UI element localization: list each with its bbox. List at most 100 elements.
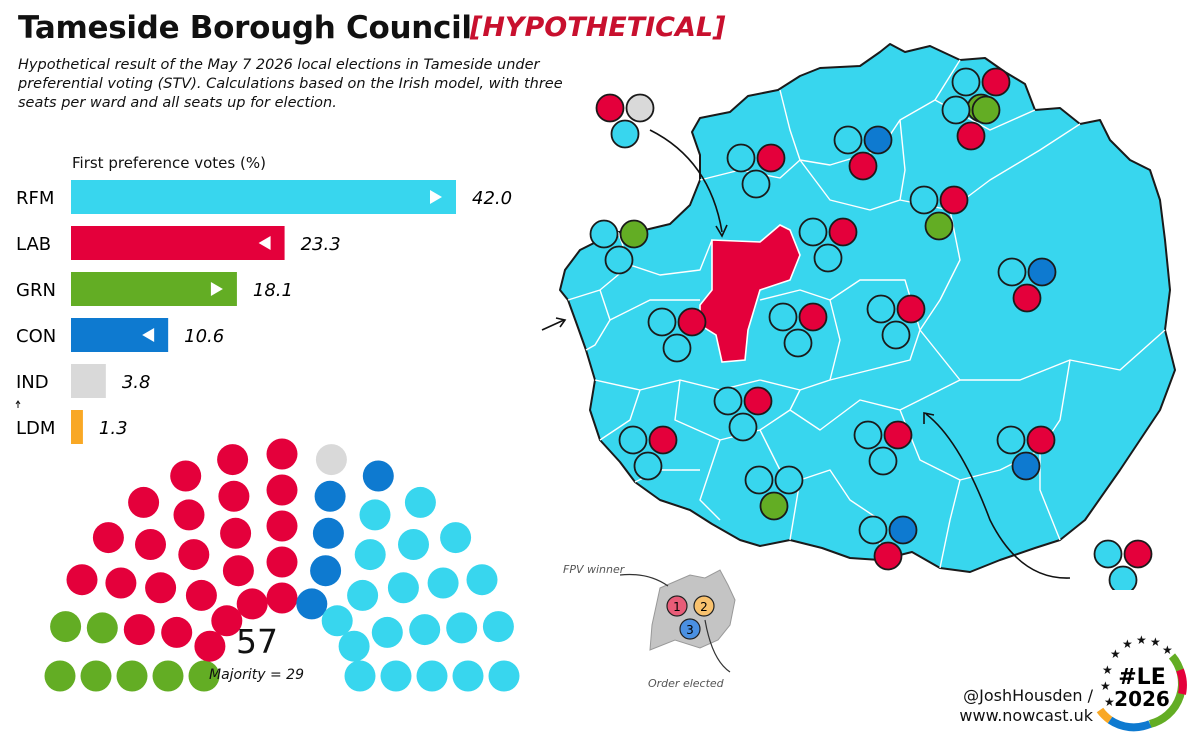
seat-lab (123, 614, 155, 646)
legend-num-2: 2 (700, 600, 708, 614)
badge-ring-green (1148, 653, 1186, 728)
bar-category-label: RFM (16, 188, 54, 209)
seat-rfm (440, 522, 472, 554)
ward-seat-rfm (633, 451, 663, 481)
ward-border (899, 359, 1071, 481)
svg-text:★: ★ (1162, 643, 1173, 657)
credit-site: www.nowcast.uk (959, 706, 1093, 725)
ward-seat-lab (798, 302, 828, 332)
ward-seat-ind (625, 93, 655, 123)
fpv-chart-title: First preference votes (%) (72, 154, 266, 172)
bar-value-label: 42.0 (472, 188, 512, 209)
ward-seat-rfm (783, 328, 813, 358)
ward-seat-con (863, 125, 893, 155)
ward-seat-lab (873, 541, 903, 571)
seat-lab (194, 630, 226, 662)
seat-lab (266, 438, 298, 470)
ward-seat-lab (648, 425, 678, 455)
seats-total: 57 (236, 622, 278, 661)
legend-num-3: 3 (686, 623, 694, 637)
svg-text:★: ★ (1102, 663, 1113, 677)
seat-lab (128, 486, 160, 518)
svg-text:★: ★ (1136, 634, 1147, 647)
bar-value-label: 1.3 (99, 418, 128, 439)
seat-lab (105, 567, 137, 599)
seat-rfm (466, 564, 498, 596)
ward-seat-rfm (728, 412, 758, 442)
credit-handle: @JoshHousden / (963, 686, 1093, 705)
seat-lab (161, 616, 193, 648)
bar-category-label: GRN (16, 280, 56, 301)
callout-arrow-right (925, 413, 1071, 579)
seat-lab (185, 579, 217, 611)
seat-rfm (338, 630, 370, 662)
fpv-bar-chart: RFM 42.0 LAB 23.3 GRN 18.1 CON 10.6 IND 3.8 LDM 1.3 (15, 180, 512, 444)
ward-border (919, 329, 1166, 381)
bar-change-arrow (210, 282, 223, 296)
bar-grn (71, 272, 237, 306)
ward-seat-rfm (726, 143, 756, 173)
ward-border (939, 479, 961, 569)
seat-rfm (482, 611, 514, 643)
seat-lab (145, 572, 177, 604)
seat-rfm (380, 660, 412, 692)
ward-border (699, 439, 721, 521)
bar-value-label: 10.6 (184, 326, 224, 347)
seat-con (314, 480, 346, 512)
ward-seat-grn (924, 211, 954, 241)
legend-seat-1 (666, 595, 688, 617)
ward-seat-rfm (833, 125, 863, 155)
callout-arrow-left (541, 319, 565, 331)
seat-con (310, 555, 342, 587)
seat-rfm (404, 486, 436, 518)
seat-rfm (387, 572, 419, 604)
ward-seat-lab (677, 307, 707, 337)
ward-seat-rfm (881, 320, 911, 350)
ward-seat-lab (1012, 283, 1042, 313)
ward-seat-rfm (741, 169, 771, 199)
seat-rfm (446, 612, 478, 644)
bar-value-label: 3.8 (122, 372, 151, 393)
bar-category-label: IND (16, 372, 49, 393)
svg-text:★: ★ (1110, 647, 1121, 661)
badge-ring-blue (1107, 716, 1152, 732)
seat-ind (315, 444, 347, 476)
seat-grn (116, 660, 148, 692)
seat-rfm (398, 529, 429, 560)
ward-seat-rfm (610, 119, 640, 149)
ward-seat-lab (896, 294, 926, 324)
seat-rfm (452, 660, 484, 692)
seat-lab (266, 582, 298, 614)
bar-category-label: CON (16, 326, 56, 347)
ward-seat-rfm (768, 302, 798, 332)
credit: @JoshHousden / www.nowcast.uk (959, 686, 1093, 726)
legend-seat-3 (679, 618, 701, 640)
ward-seat-con (1027, 257, 1057, 287)
seat-con (362, 460, 394, 492)
hypothetical-tag: [HYPOTHETICAL] (470, 12, 726, 43)
legend-order-arrow (704, 619, 731, 673)
ward-border (789, 379, 961, 431)
ward-seat-rfm (1108, 565, 1138, 590)
ward-border (629, 239, 713, 276)
badge-line2: 2026 (1114, 687, 1170, 711)
callout-arrowhead-right (923, 412, 935, 424)
ward-map (541, 43, 1176, 590)
bar-category-label: LAB (16, 234, 51, 255)
seat-grn (188, 660, 220, 692)
ward-seat-rfm (713, 386, 743, 416)
seat-lab (173, 499, 205, 531)
ward-seat-lab (595, 93, 625, 123)
bar-change-arrow (258, 236, 271, 250)
ward-seat-rfm (647, 307, 677, 337)
badge-stars: ★ ★ ★ ★ ★★ ★★ (1100, 634, 1173, 709)
ward-seat-rfm (604, 245, 634, 275)
svg-text:★: ★ (1122, 637, 1133, 651)
svg-text:★: ★ (1104, 695, 1115, 709)
svg-text:★: ★ (1150, 635, 1161, 649)
seat-lab (217, 444, 249, 476)
seat-grn (50, 611, 82, 643)
seat-grn (86, 612, 118, 644)
seat-rfm (488, 660, 520, 692)
seat-lab (211, 605, 243, 637)
